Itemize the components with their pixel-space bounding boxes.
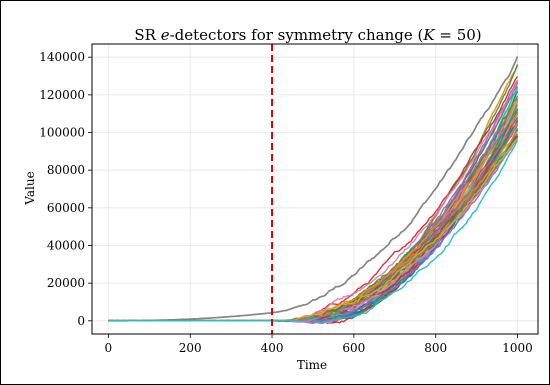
series-line xyxy=(108,122,519,322)
x-tick-label: 600 xyxy=(342,341,365,355)
series-line xyxy=(108,133,519,323)
y-tick-label: 0 xyxy=(77,314,85,328)
x-tick-label: 1000 xyxy=(502,341,533,355)
chart-title: SR e-detectors for symmetry change (K = … xyxy=(134,26,481,44)
y-tick-label: 20000 xyxy=(47,276,85,290)
series-line xyxy=(108,135,518,322)
x-tick-label: 800 xyxy=(424,341,447,355)
x-ticks: 0 200 400 600 800 1000 xyxy=(105,334,533,355)
y-tick-label: 100000 xyxy=(39,126,85,140)
x-tick-label: 200 xyxy=(179,341,202,355)
x-tick-label: 0 xyxy=(105,341,113,355)
y-tick-label: 60000 xyxy=(47,201,85,215)
y-tick-label: 80000 xyxy=(47,163,85,177)
series-line xyxy=(108,139,519,324)
series-line xyxy=(108,135,519,323)
series-line xyxy=(108,138,519,322)
x-axis-label: Time xyxy=(297,358,327,372)
y-tick-label: 140000 xyxy=(39,50,85,64)
y-ticks: 0 20000 40000 60000 80000 100000 120000 140000 xyxy=(39,50,92,328)
series-line xyxy=(108,137,519,323)
series-group xyxy=(108,56,519,325)
y-tick-label: 120000 xyxy=(39,88,85,102)
x-tick-label: 400 xyxy=(261,341,284,355)
axes-box xyxy=(91,43,539,335)
series-line xyxy=(108,56,519,322)
y-axis-label: Value xyxy=(23,171,37,205)
series-line xyxy=(108,135,519,322)
grid xyxy=(92,44,538,334)
series-line xyxy=(108,137,519,322)
y-tick-label: 40000 xyxy=(47,238,85,252)
